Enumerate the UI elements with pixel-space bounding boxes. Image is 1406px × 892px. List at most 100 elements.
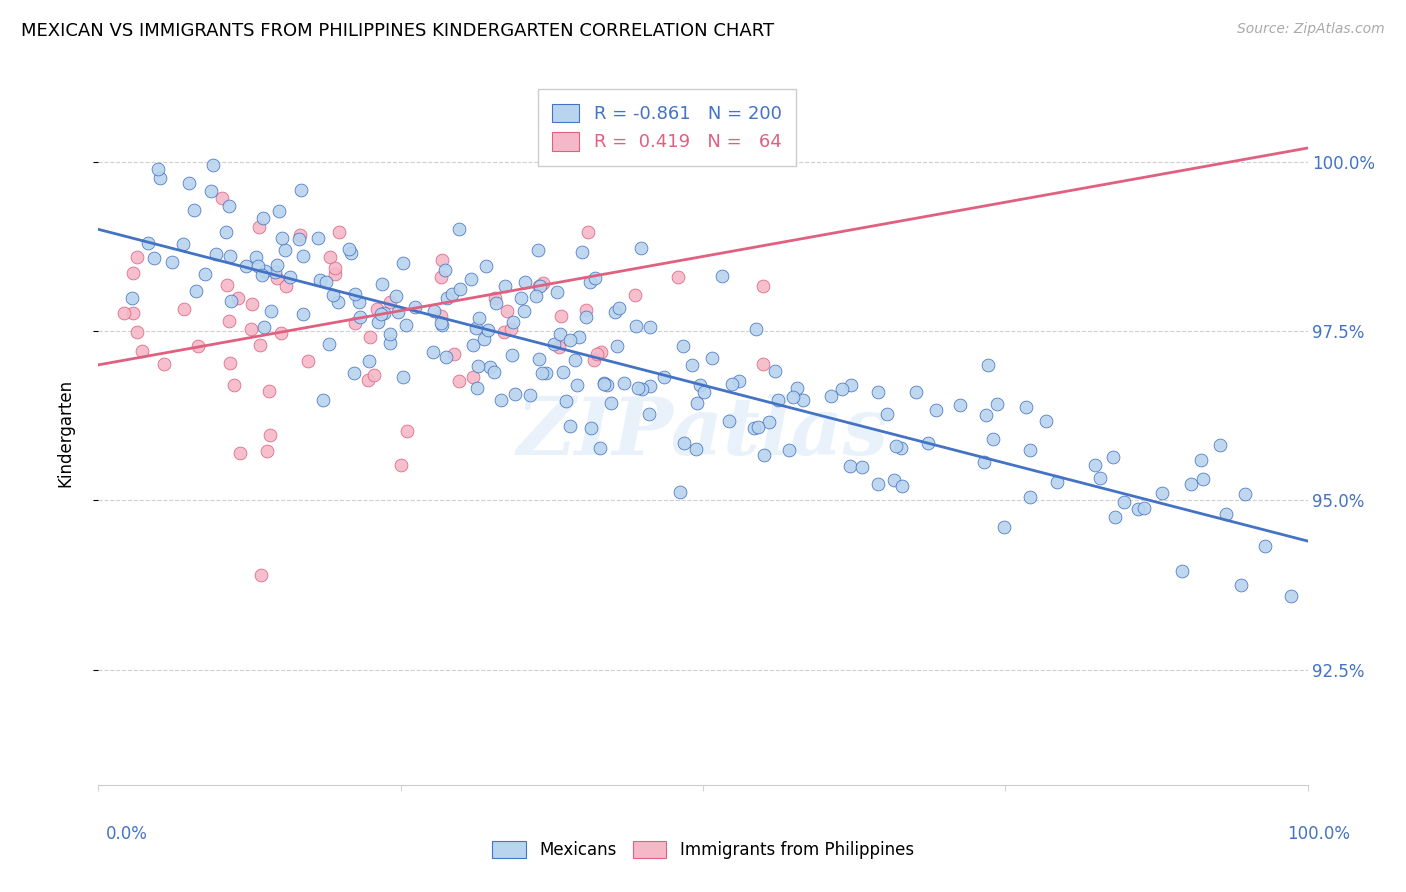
Point (276, 278, 298, 293)
Point (851, 459, 873, 474)
Point (513, 304, 536, 318)
Point (720, 376, 742, 391)
Point (278, 270, 301, 285)
Point (630, 241, 652, 255)
Point (981, 432, 1004, 446)
Point (904, 384, 927, 399)
Point (589, 441, 612, 455)
Point (235, 260, 257, 274)
Point (515, 276, 537, 290)
Point (202, 159, 225, 173)
Point (530, 366, 553, 380)
Point (373, 306, 395, 320)
Point (125, 250, 148, 264)
Point (1189, 453, 1212, 467)
Point (121, 305, 143, 319)
Point (820, 389, 842, 403)
Point (460, 271, 482, 285)
Point (558, 334, 581, 348)
Point (1279, 589, 1302, 603)
Point (613, 376, 636, 390)
Point (246, 259, 269, 273)
Point (404, 301, 426, 315)
Point (883, 473, 905, 487)
Point (494, 279, 516, 293)
Point (340, 246, 363, 260)
Point (548, 326, 571, 341)
Point (389, 458, 412, 472)
Point (576, 225, 599, 239)
Point (492, 325, 515, 339)
Point (1171, 564, 1194, 578)
Point (752, 279, 775, 293)
Point (564, 352, 586, 367)
Point (136, 235, 159, 250)
Point (266, 258, 288, 272)
Point (499, 322, 522, 336)
Point (925, 403, 948, 417)
Point (146, 162, 169, 177)
Point (1090, 471, 1112, 485)
Point (429, 316, 451, 330)
Point (312, 393, 335, 408)
Point (550, 309, 572, 323)
Point (273, 243, 295, 257)
Point (467, 359, 489, 373)
Point (252, 320, 274, 334)
Point (993, 520, 1015, 534)
Point (547, 340, 569, 354)
Point (422, 345, 444, 359)
Text: MEXICAN VS IMMIGRANTS FROM PHILIPPINES KINDERGARTEN CORRELATION CHART: MEXICAN VS IMMIGRANTS FROM PHILIPPINES K… (21, 22, 775, 40)
Point (356, 374, 378, 388)
Point (173, 302, 195, 317)
Point (742, 421, 765, 435)
Point (583, 271, 606, 285)
Point (142, 251, 165, 265)
Point (976, 358, 998, 372)
Point (219, 293, 242, 308)
Point (600, 396, 623, 410)
Point (291, 249, 314, 263)
Point (534, 366, 557, 380)
Point (263, 265, 285, 279)
Point (349, 295, 371, 310)
Point (1209, 437, 1232, 451)
Point (718, 413, 741, 427)
Point (392, 370, 415, 384)
Point (378, 326, 401, 341)
Point (583, 353, 606, 368)
Point (290, 227, 312, 242)
Point (179, 176, 201, 190)
Point (884, 439, 907, 453)
Point (367, 315, 389, 329)
Point (685, 442, 707, 457)
Point (1192, 472, 1215, 486)
Point (1234, 486, 1257, 500)
Point (121, 291, 143, 305)
Point (266, 271, 288, 285)
Point (392, 256, 415, 270)
Point (472, 332, 495, 346)
Point (574, 303, 596, 318)
Point (839, 377, 862, 392)
Point (447, 221, 470, 235)
Point (638, 379, 661, 393)
Point (1152, 485, 1174, 500)
Point (1126, 502, 1149, 516)
Point (366, 301, 388, 316)
Point (465, 381, 488, 395)
Point (370, 277, 392, 292)
Point (502, 315, 524, 329)
Legend: R = -0.861   N = 200, R =  0.419   N =   64: R = -0.861 N = 200, R = 0.419 N = 64 (537, 89, 796, 166)
Point (1035, 414, 1057, 428)
Point (702, 351, 724, 365)
Point (527, 351, 550, 366)
Point (1180, 477, 1202, 491)
Point (363, 368, 385, 383)
Point (343, 366, 366, 380)
Point (395, 424, 418, 438)
Point (259, 428, 281, 442)
Point (986, 396, 1008, 410)
Point (754, 449, 776, 463)
Point (224, 378, 246, 392)
